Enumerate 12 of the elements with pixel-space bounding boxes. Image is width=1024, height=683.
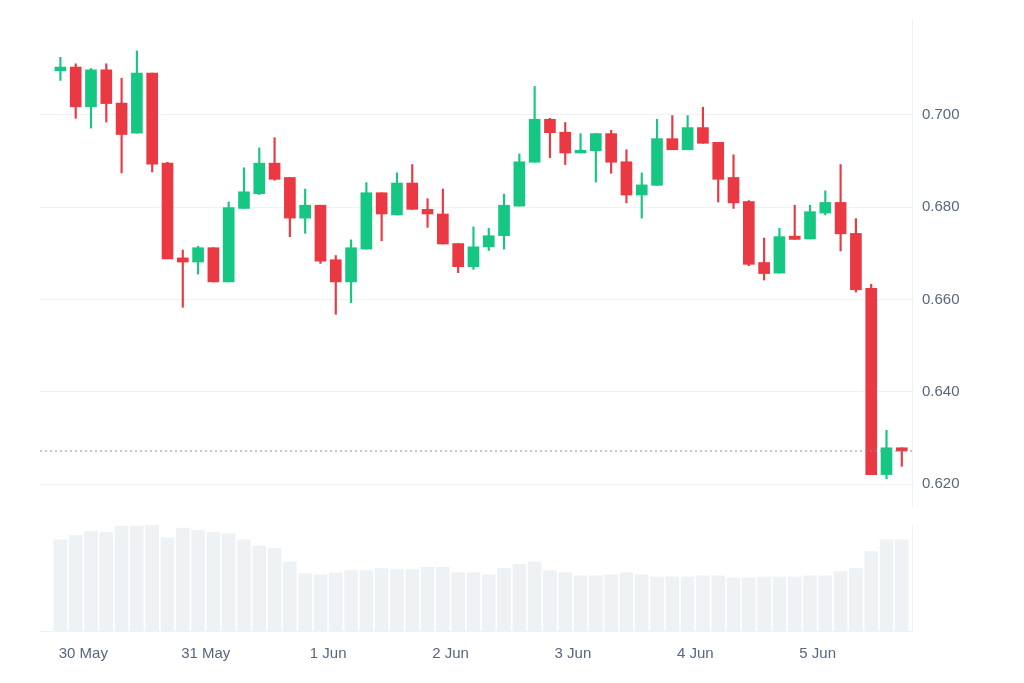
y-tick-label: 0.620 [922,474,960,492]
x-tick-label: 5 Jun [799,644,837,662]
y-tick-label: 0.680 [922,197,960,215]
x-tick-label: 30 May [58,644,109,662]
y-tick-label: 0.640 [922,382,960,400]
x-tick-label: 1 Jun [309,644,347,662]
x-tick-label: 4 Jun [676,644,714,662]
x-tick-label: 31 May [181,644,231,662]
x-tick-label: 2 Jun [432,644,469,662]
y-tick-label: 0.700 [922,104,960,122]
x-tick-label: 3 Jun [554,644,592,662]
y-tick-label: 0.660 [922,289,960,307]
